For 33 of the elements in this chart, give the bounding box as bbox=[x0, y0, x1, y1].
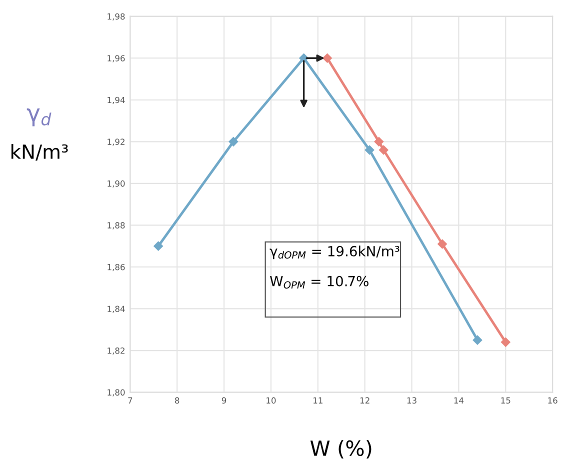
point bbox=[501, 338, 510, 347]
point bbox=[472, 335, 482, 345]
x-tick-label: 9 bbox=[222, 397, 226, 404]
x-tick-label: 13 bbox=[407, 397, 416, 404]
annotation: γ$_{dOPM}$ = 19.6kN/m³ bbox=[270, 246, 400, 260]
point bbox=[364, 145, 374, 155]
x-tick-label: 7 bbox=[128, 397, 132, 404]
y-tick-label: 1,86 bbox=[108, 264, 125, 272]
x-tick-label: 10 bbox=[266, 397, 276, 404]
y-tick-label: 1,98 bbox=[108, 13, 125, 20]
x-tick-label: 8 bbox=[175, 397, 180, 404]
point bbox=[228, 137, 238, 146]
y-tick-label: 1,90 bbox=[108, 180, 125, 188]
x-tick-label: 14 bbox=[454, 397, 464, 404]
point bbox=[374, 137, 384, 146]
x-tick-label: 15 bbox=[501, 397, 510, 404]
x-tick-label: 16 bbox=[548, 397, 558, 404]
y-tick-label: 1,82 bbox=[108, 347, 124, 355]
x-tick-label: 11 bbox=[314, 397, 322, 404]
y-axis-title: γ$_{d}$ kN/m³ bbox=[11, 108, 68, 161]
x-axis-title: W (%) bbox=[310, 440, 372, 459]
y-tick-label: 1,84 bbox=[108, 306, 125, 313]
point bbox=[438, 239, 447, 249]
y-tick-label: 1,92 bbox=[108, 138, 124, 146]
annotation: W$_{OPM}$ = 10.7% bbox=[270, 276, 368, 289]
y-tick-label: 1,80 bbox=[108, 389, 125, 396]
y-tick-label: 1,88 bbox=[108, 222, 125, 230]
y-tick-label: 1,94 bbox=[108, 96, 125, 104]
point bbox=[154, 241, 163, 251]
point bbox=[378, 145, 388, 155]
y-tick-label: 1,96 bbox=[108, 55, 125, 62]
x-tick-label: 12 bbox=[360, 397, 370, 404]
point bbox=[322, 53, 332, 63]
